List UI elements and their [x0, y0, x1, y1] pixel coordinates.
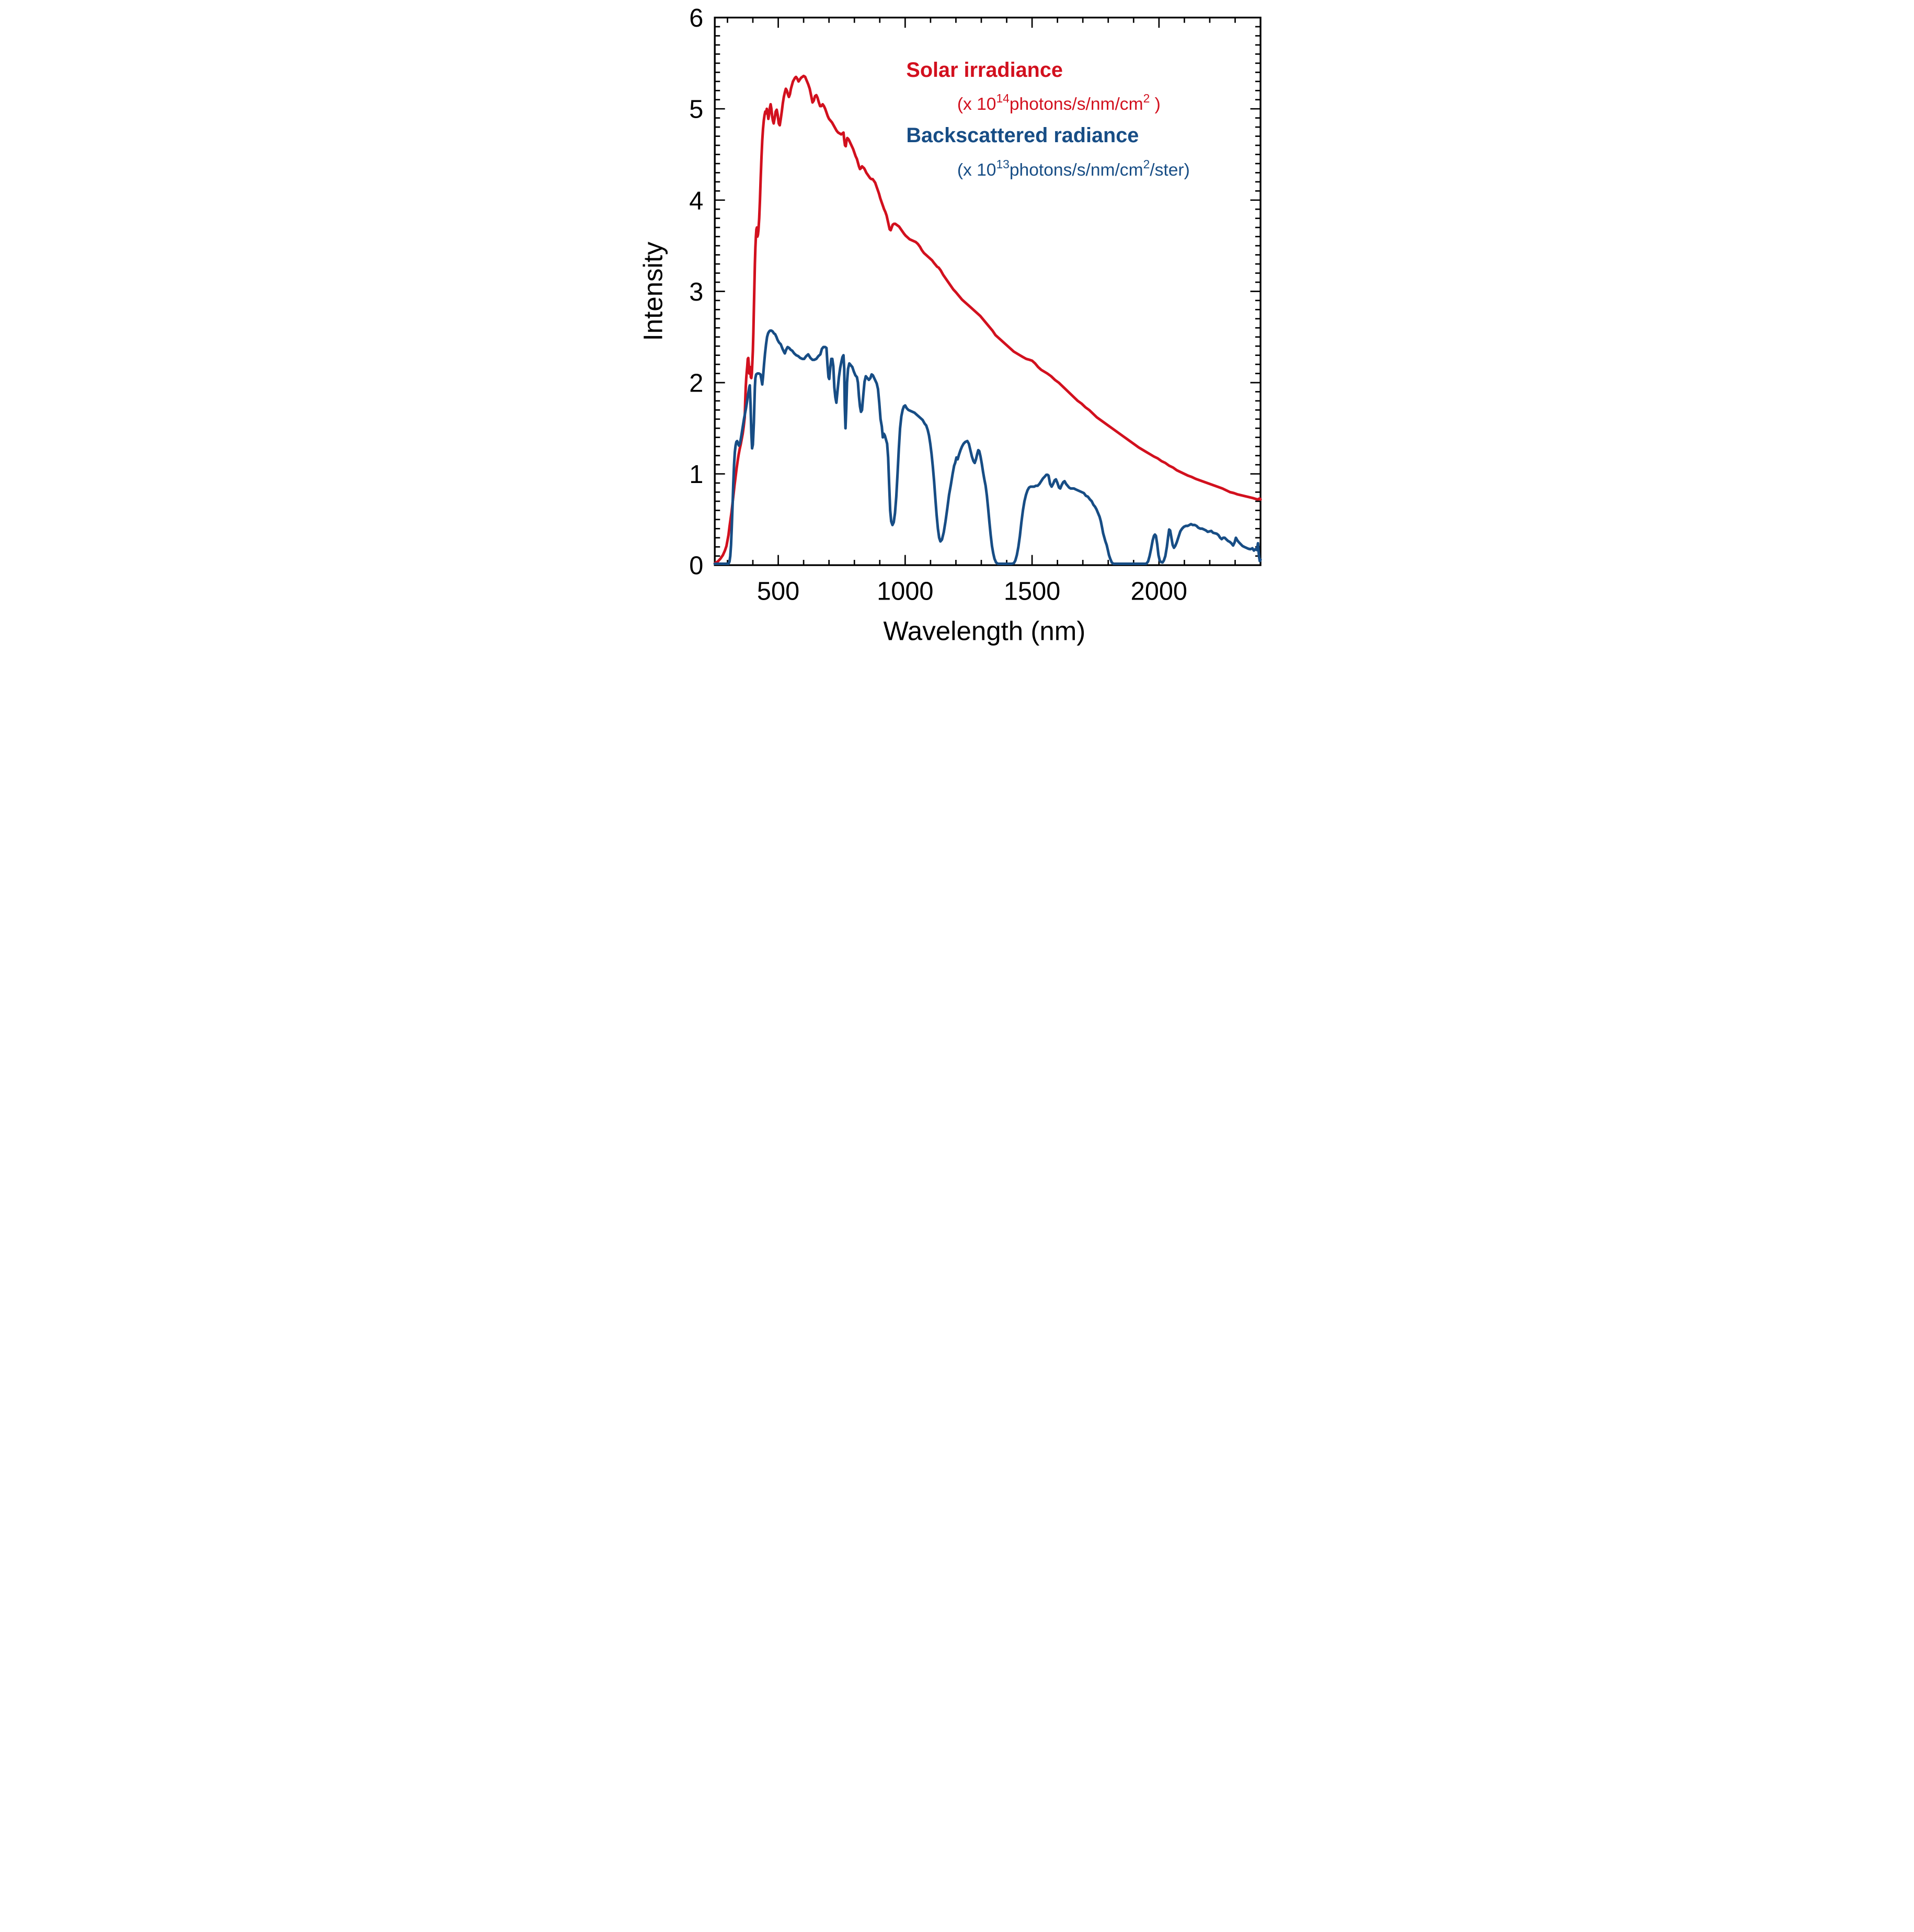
spectrum-chart: 500 1000 1500 2000 0 1 2 3 4 5 6 Wavelength (nm) I…	[638, 4, 1262, 646]
y-tick-label: 0	[689, 552, 703, 580]
legend-solar-unit-suffix: )	[1150, 95, 1161, 114]
y-tick-label: 3	[689, 278, 703, 306]
x-tick-label: 2000	[1130, 577, 1187, 605]
legend-backscatter-unit-mid: photons/s/nm/cm	[1009, 160, 1143, 180]
tick-label-layer: 500 1000 1500 2000 0 1 2 3 4 5 6	[689, 4, 1187, 605]
legend-solar-label: Solar irradiance	[906, 59, 1063, 82]
x-tick-label: 500	[757, 577, 799, 605]
y-axis-title: Intensity	[638, 242, 668, 341]
y-tick-label: 1	[689, 461, 703, 489]
curves-layer	[713, 74, 1262, 565]
legend-backscatter-label: Backscattered radiance	[906, 124, 1139, 147]
legend-backscatter-unit-prefix: (x 10	[957, 160, 996, 180]
backscattered-radiance-curve	[713, 329, 1262, 565]
legend-solar-exponent2: 2	[1143, 91, 1150, 105]
solar-irradiance-curve	[713, 74, 1262, 565]
x-tick-label: 1000	[877, 577, 933, 605]
y-tick-label: 5	[689, 96, 703, 124]
x-axis-title: Wavelength (nm)	[883, 616, 1085, 646]
y-tick-label: 2	[689, 369, 703, 397]
legend-solar-exponent: 14	[996, 91, 1010, 105]
y-tick-label: 6	[689, 4, 703, 32]
legend-solar-unit-prefix: (x 10	[957, 95, 996, 114]
y-tick-label: 4	[689, 187, 703, 215]
axes-layer	[714, 16, 1262, 566]
legend-backscatter-unit-suffix: /ster)	[1150, 160, 1190, 180]
legend-solar-unit-mid: photons/s/nm/cm	[1009, 95, 1143, 114]
legend-backscatter-exponent2: 2	[1143, 157, 1150, 171]
x-tick-label: 1500	[1003, 577, 1060, 605]
spectrum-figure: 500 1000 1500 2000 0 1 2 3 4 5 6 Wavelength (nm) I…	[635, 0, 1279, 649]
legend-backscatter-exponent: 13	[996, 157, 1009, 171]
legend-solar-units: (x 1014photons/s/nm/cm2 )	[957, 91, 1160, 114]
legend-backscatter-units: (x 1013photons/s/nm/cm2/ster)	[957, 157, 1189, 180]
